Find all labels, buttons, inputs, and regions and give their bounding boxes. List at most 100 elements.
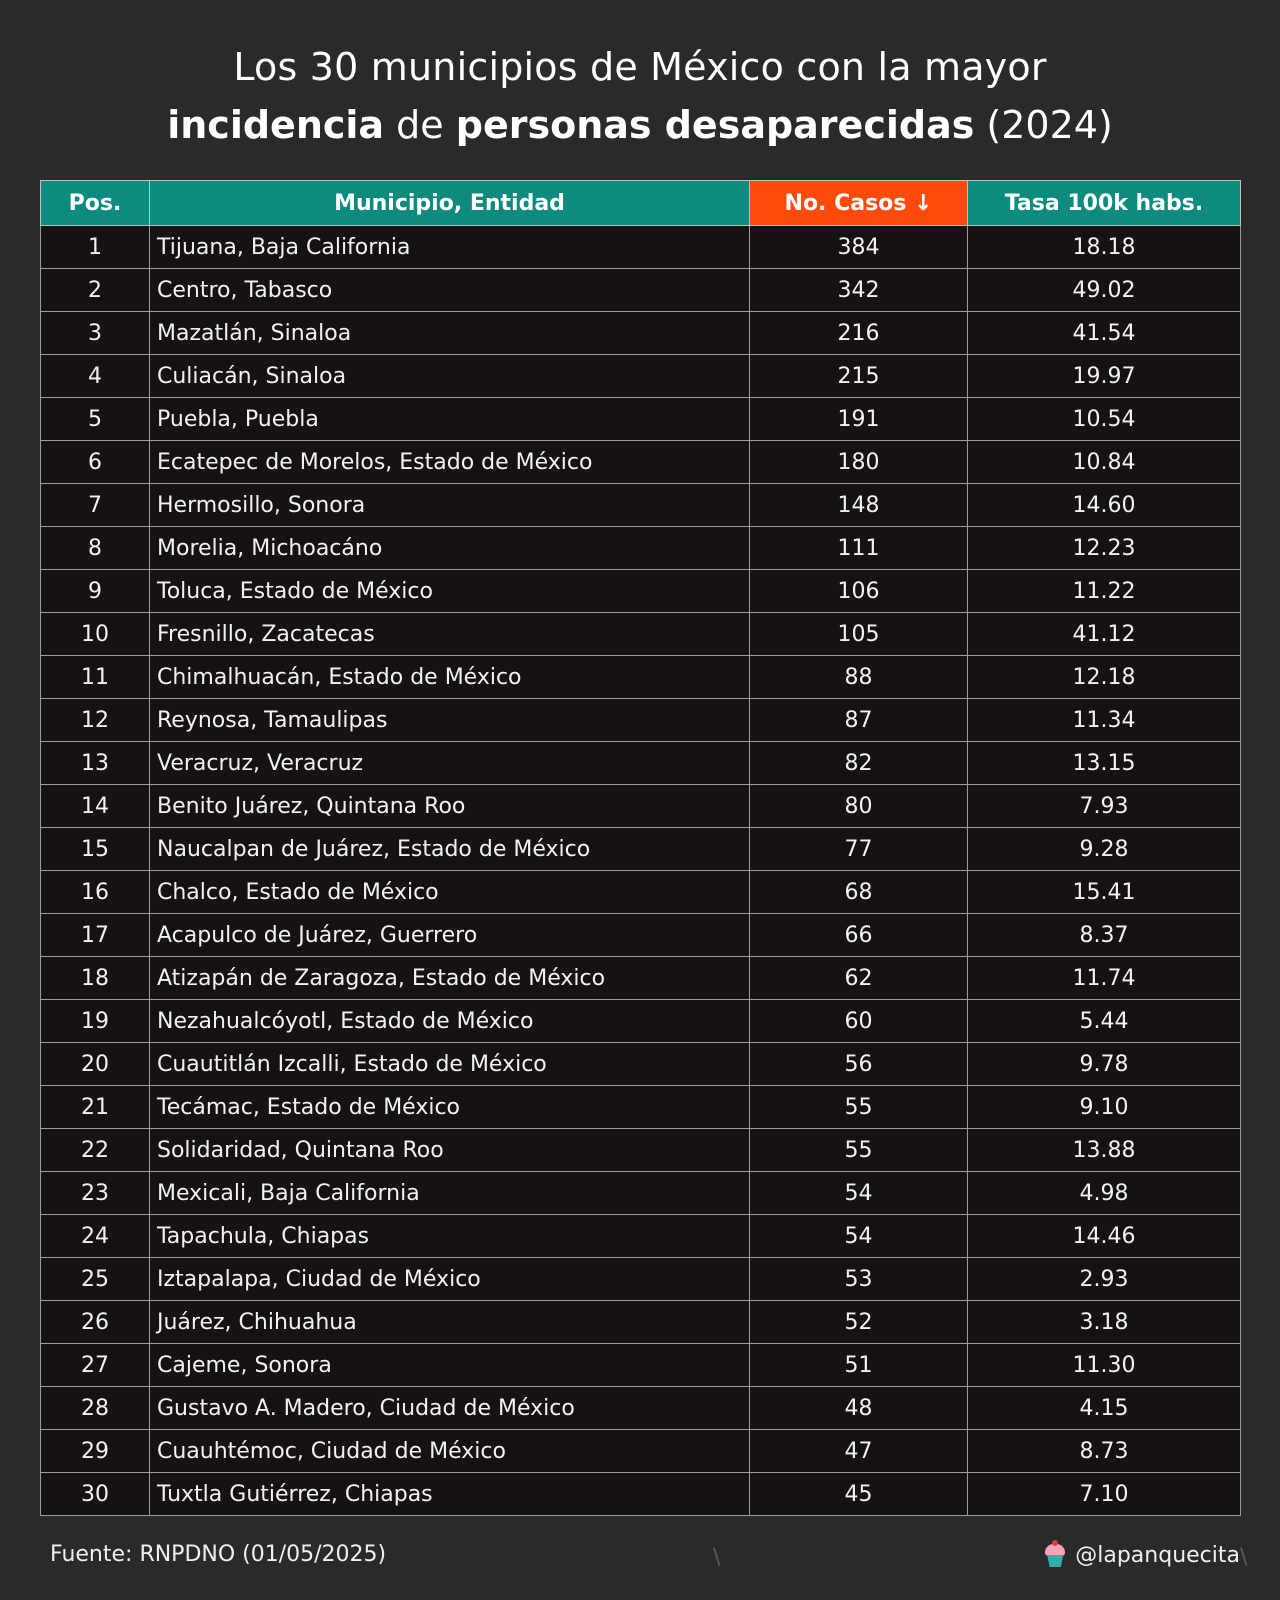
cell-casos: 60 bbox=[749, 999, 968, 1043]
cell-casos: 48 bbox=[749, 1386, 968, 1430]
cell-municipio: Chalco, Estado de México bbox=[149, 870, 750, 914]
cell-tasa: 2.93 bbox=[967, 1257, 1241, 1301]
cell-casos: 191 bbox=[749, 397, 968, 441]
cell-casos: 51 bbox=[749, 1343, 968, 1387]
cell-tasa: 49.02 bbox=[967, 268, 1241, 312]
cell-pos: 12 bbox=[40, 698, 150, 742]
table-row: 15 Naucalpan de Juárez, Estado de México 7… bbox=[40, 827, 1241, 871]
cell-casos: 62 bbox=[749, 956, 968, 1000]
cell-casos: 216 bbox=[749, 311, 968, 355]
cell-tasa: 11.30 bbox=[967, 1343, 1241, 1387]
cell-tasa: 11.34 bbox=[967, 698, 1241, 742]
cell-casos: 82 bbox=[749, 741, 968, 785]
cell-pos: 3 bbox=[40, 311, 150, 355]
title-emphasis-personas: personas desaparecidas bbox=[455, 103, 975, 147]
cell-casos: 80 bbox=[749, 784, 968, 828]
cell-pos: 30 bbox=[40, 1472, 150, 1516]
cell-municipio: Culiacán, Sinaloa bbox=[149, 354, 750, 398]
cell-pos: 21 bbox=[40, 1085, 150, 1129]
table-body: 1 Tijuana, Baja California 384 18.18 2 Centro… bbox=[40, 225, 1241, 1516]
cell-pos: 26 bbox=[40, 1300, 150, 1344]
cell-tasa: 14.60 bbox=[967, 483, 1241, 527]
cell-tasa: 11.74 bbox=[967, 956, 1241, 1000]
author-handle: @lapanquecita bbox=[1075, 1542, 1240, 1568]
cell-pos: 1 bbox=[40, 225, 150, 269]
cell-casos: 47 bbox=[749, 1429, 968, 1473]
cell-municipio: Reynosa, Tamaulipas bbox=[149, 698, 750, 742]
cell-pos: 27 bbox=[40, 1343, 150, 1387]
cell-tasa: 3.18 bbox=[967, 1300, 1241, 1344]
column-header-pos: Pos. bbox=[40, 180, 150, 226]
cell-casos: 77 bbox=[749, 827, 968, 871]
decorative-slash: \ bbox=[713, 1545, 721, 1570]
cell-municipio: Atizapán de Zaragoza, Estado de México bbox=[149, 956, 750, 1000]
cell-pos: 29 bbox=[40, 1429, 150, 1473]
table-row: 6 Ecatepec de Morelos, Estado de México 18… bbox=[40, 440, 1241, 484]
table-row: 26 Juárez, Chihuahua 52 3.18 bbox=[40, 1300, 1241, 1344]
cell-casos: 88 bbox=[749, 655, 968, 699]
table-row: 3 Mazatlán, Sinaloa 216 41.54 bbox=[40, 311, 1241, 355]
cell-casos: 55 bbox=[749, 1128, 968, 1172]
table-row: 10 Fresnillo, Zacatecas 105 41.12 bbox=[40, 612, 1241, 656]
title-emphasis-incidencia: incidencia bbox=[167, 103, 385, 147]
cell-municipio: Fresnillo, Zacatecas bbox=[149, 612, 750, 656]
cell-tasa: 5.44 bbox=[967, 999, 1241, 1043]
table-row: 30 Tuxtla Gutiérrez, Chiapas 45 7.10 bbox=[40, 1472, 1241, 1516]
title-line-1: Los 30 municipios de México con la mayor bbox=[233, 45, 1047, 89]
cell-tasa: 7.10 bbox=[967, 1472, 1241, 1516]
table-row: 7 Hermosillo, Sonora 148 14.60 bbox=[40, 483, 1241, 527]
cell-casos: 106 bbox=[749, 569, 968, 613]
cell-municipio: Toluca, Estado de México bbox=[149, 569, 750, 613]
cell-tasa: 19.97 bbox=[967, 354, 1241, 398]
cell-pos: 4 bbox=[40, 354, 150, 398]
cell-pos: 2 bbox=[40, 268, 150, 312]
table-row: 18 Atizapán de Zaragoza, Estado de México… bbox=[40, 956, 1241, 1000]
cell-pos: 5 bbox=[40, 397, 150, 441]
cell-municipio: Hermosillo, Sonora bbox=[149, 483, 750, 527]
cell-municipio: Ecatepec de Morelos, Estado de México bbox=[149, 440, 750, 484]
table-row: 2 Centro, Tabasco 342 49.02 bbox=[40, 268, 1241, 312]
cell-tasa: 4.15 bbox=[967, 1386, 1241, 1430]
cell-pos: 14 bbox=[40, 784, 150, 828]
cell-tasa: 8.37 bbox=[967, 913, 1241, 957]
cell-pos: 18 bbox=[40, 956, 150, 1000]
cell-municipio: Tijuana, Baja California bbox=[149, 225, 750, 269]
cell-municipio: Tapachula, Chiapas bbox=[149, 1214, 750, 1258]
cell-pos: 17 bbox=[40, 913, 150, 957]
author-credit: @lapanquecita bbox=[1043, 1540, 1240, 1568]
cell-pos: 9 bbox=[40, 569, 150, 613]
cell-pos: 16 bbox=[40, 870, 150, 914]
column-header-tasa: Tasa 100k habs. bbox=[967, 180, 1241, 226]
cell-tasa: 12.18 bbox=[967, 655, 1241, 699]
cell-municipio: Benito Juárez, Quintana Roo bbox=[149, 784, 750, 828]
table-row: 16 Chalco, Estado de México 68 15.41 bbox=[40, 870, 1241, 914]
cell-tasa: 10.54 bbox=[967, 397, 1241, 441]
title-connector: de bbox=[384, 103, 456, 147]
cell-municipio: Morelia, Michoacáno bbox=[149, 526, 750, 570]
table-row: 9 Toluca, Estado de México 106 11.22 bbox=[40, 569, 1241, 613]
source-note: Fuente: RNPDNO (01/05/2025) bbox=[50, 1542, 387, 1567]
cell-casos: 87 bbox=[749, 698, 968, 742]
cupcake-icon bbox=[1043, 1540, 1067, 1568]
cell-tasa: 12.23 bbox=[967, 526, 1241, 570]
table-row: 20 Cuautitlán Izcalli, Estado de México 56… bbox=[40, 1042, 1241, 1086]
cell-tasa: 14.46 bbox=[967, 1214, 1241, 1258]
cell-municipio: Tecámac, Estado de México bbox=[149, 1085, 750, 1129]
cell-pos: 10 bbox=[40, 612, 150, 656]
table-row: 19 Nezahualcóyotl, Estado de México 60 5.44 bbox=[40, 999, 1241, 1043]
data-table: Pos. Municipio, Entidad No. Casos ↓ Tasa… bbox=[40, 180, 1241, 1516]
cell-casos: 105 bbox=[749, 612, 968, 656]
cell-pos: 25 bbox=[40, 1257, 150, 1301]
cell-municipio: Solidaridad, Quintana Roo bbox=[149, 1128, 750, 1172]
cell-tasa: 13.88 bbox=[967, 1128, 1241, 1172]
table-row: 23 Mexicali, Baja California 54 4.98 bbox=[40, 1171, 1241, 1215]
cell-pos: 11 bbox=[40, 655, 150, 699]
cell-municipio: Chimalhuacán, Estado de México bbox=[149, 655, 750, 699]
cell-tasa: 15.41 bbox=[967, 870, 1241, 914]
cell-municipio: Puebla, Puebla bbox=[149, 397, 750, 441]
cell-tasa: 8.73 bbox=[967, 1429, 1241, 1473]
cell-tasa: 41.54 bbox=[967, 311, 1241, 355]
cell-casos: 342 bbox=[749, 268, 968, 312]
cell-tasa: 41.12 bbox=[967, 612, 1241, 656]
cell-casos: 45 bbox=[749, 1472, 968, 1516]
